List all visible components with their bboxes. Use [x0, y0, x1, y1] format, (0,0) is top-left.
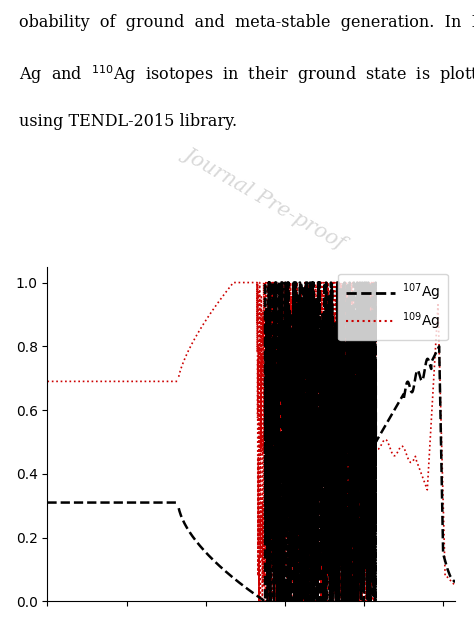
$^{107}$Ag [302, 576, 308, 583]
$^{109}$Ag [320, 374, 326, 381]
Line: $^{107}$Ag: $^{107}$Ag [47, 283, 455, 601]
$^{109}$Ag [363, 337, 368, 345]
$^{107}$Ag [118, 499, 124, 507]
$^{107}$Ag [274, 414, 280, 421]
Legend: $^{107}$Ag, $^{109}$Ag: $^{107}$Ag, $^{109}$Ag [338, 273, 448, 340]
$^{109}$Ag [357, 337, 363, 344]
Text: obability  of  ground  and  meta-stable  generation.  In  Fig.  2: obability of ground and meta-stable gene… [19, 14, 474, 32]
$^{109}$Ag [45, 378, 50, 385]
Text: Ag  and  $^{110}$Ag  isotopes  in  their  ground  state  is  plotted  ve: Ag and $^{110}$Ag isotopes in their grou… [19, 63, 474, 86]
$^{109}$Ag [315, 371, 320, 378]
$^{107}$Ag [45, 499, 50, 507]
Text: using TENDL-2015 library.: using TENDL-2015 library. [19, 113, 237, 130]
$^{107}$Ag [452, 578, 458, 586]
$^{107}$Ag [418, 376, 424, 384]
Text: Journal Pre-proof: Journal Pre-proof [181, 143, 349, 251]
$^{107}$Ag [282, 405, 288, 413]
Line: $^{109}$Ag: $^{109}$Ag [47, 283, 455, 601]
$^{107}$Ag [358, 598, 364, 605]
$^{109}$Ag [452, 582, 458, 589]
$^{109}$Ag [316, 463, 321, 470]
$^{109}$Ag [329, 279, 335, 286]
